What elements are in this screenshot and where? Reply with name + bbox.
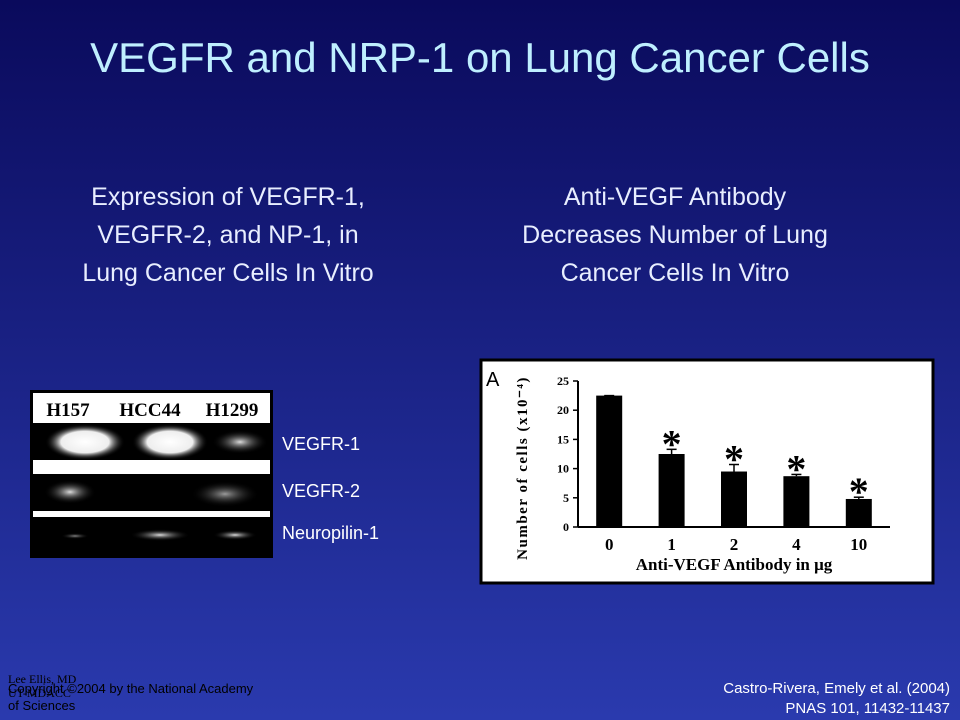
significance-star: * [662,421,682,466]
y-axis-label: Number of cells (x10⁻⁴) [515,376,531,560]
slide-title: VEGFR and NRP-1 on Lung Cancer Cells [90,34,870,81]
blot-row-label: Neuropilin-1 [282,523,379,543]
y-tick-label: 5 [563,491,569,505]
bar [596,395,623,527]
citation: PNAS 101, 11432-11437 [785,700,950,717]
significance-star: * [724,437,744,482]
author: Lee Ellis, MD [8,672,77,686]
blot-column: HCC44 [119,400,181,421]
x-tick-label: 4 [792,535,801,554]
bar [845,498,872,527]
author: UT-MDACC [8,686,71,700]
blot-column: H1299 [206,400,259,421]
bar [721,471,747,527]
copyright: Copyright ©2004 by the National Academy [8,681,254,696]
right-heading: Anti-VEGF Antibody [564,183,787,211]
y-tick-label: 0 [563,520,569,534]
y-tick-label: 20 [557,403,569,417]
x-tick-label: 2 [730,535,739,554]
x-tick-label: 10 [850,535,867,554]
blot-row-label: VEGFR-2 [282,481,360,501]
chart-panel [479,358,935,585]
left-heading: VEGFR-2, and NP-1, in [97,221,358,249]
citation: Castro-Rivera, Emely et al. (2004) [723,680,950,697]
x-tick-label: 1 [667,535,676,554]
bar [783,476,810,527]
copyright: of Sciences [8,698,76,713]
left-heading: Lung Cancer Cells In Vitro [82,259,373,287]
y-tick-label: 10 [557,462,569,476]
significance-star: * [786,446,806,491]
significance-star: * [849,469,869,514]
y-tick-label: 15 [557,432,569,446]
right-heading: Cancer Cells In Vitro [561,259,790,287]
left-heading: Expression of VEGFR-1, [91,183,365,211]
x-tick-label: 0 [605,535,614,554]
western-blot: H157 HCC44 H1299 [30,390,273,558]
blot-row-label: VEGFR-1 [282,434,360,454]
bar [658,454,685,527]
right-heading: Decreases Number of Lung [522,221,828,249]
panel-label: A [486,369,500,391]
y-tick-label: 25 [557,374,569,388]
blot-column: H157 [46,400,90,421]
x-axis-label: Anti-VEGF Antibody in μg [636,555,833,574]
